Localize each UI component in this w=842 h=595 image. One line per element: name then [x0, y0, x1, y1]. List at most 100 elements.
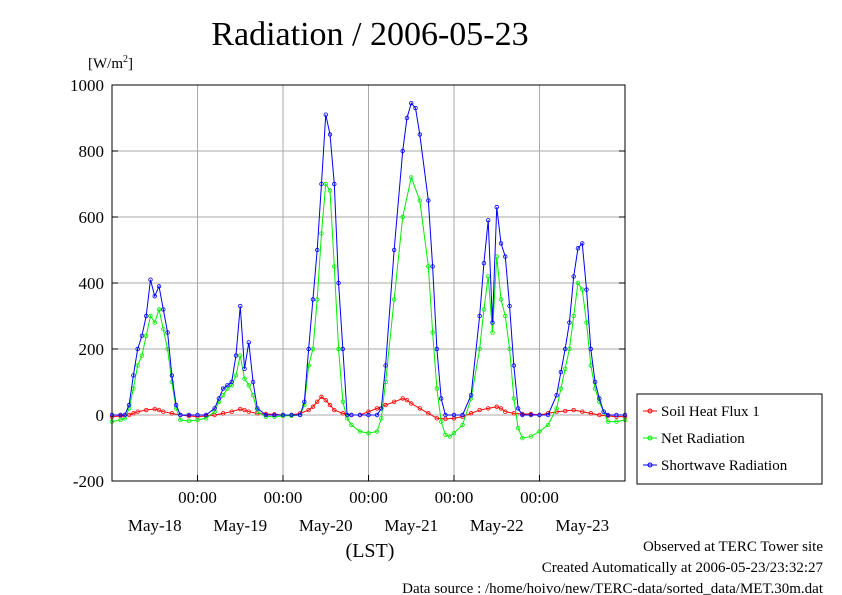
data-point: [528, 412, 534, 418]
data-point: [229, 379, 234, 385]
legend: Soil Heat Flux 1 Net Radiation Shortwave R…: [636, 393, 823, 485]
grid-lines: [112, 85, 625, 481]
data-point: [131, 411, 136, 416]
data-point: [148, 313, 153, 319]
data-point: [302, 399, 307, 404]
data-point: [511, 363, 517, 368]
x-date-label: May-18: [128, 516, 182, 535]
data-point: [597, 396, 602, 401]
data-point: [242, 376, 247, 381]
data-point: [409, 175, 414, 180]
data-point: [374, 406, 380, 411]
data-point: [460, 412, 465, 418]
data-point: [597, 412, 602, 418]
data-point: [379, 406, 384, 411]
data-point: [165, 330, 170, 335]
data-point: [143, 407, 149, 413]
data-point: [319, 231, 324, 236]
data-point: [169, 373, 175, 378]
data-point: [520, 435, 525, 441]
y-tick-label: 800: [79, 142, 105, 161]
data-point: [310, 346, 316, 352]
data-point: [451, 430, 457, 436]
data-point: [409, 401, 414, 406]
data-point: [511, 396, 517, 401]
data-point: [255, 406, 260, 411]
data-point: [562, 346, 568, 352]
y-tick-label: 200: [79, 340, 105, 359]
data-point: [135, 363, 140, 368]
data-point: [571, 407, 576, 413]
y-tick-label: 600: [79, 208, 105, 227]
data-point: [366, 430, 371, 436]
data-point: [498, 406, 504, 411]
data-point: [507, 346, 512, 352]
data-point: [468, 411, 474, 416]
data-point: [323, 112, 328, 117]
data-point: [580, 241, 585, 246]
data-point: [229, 409, 234, 414]
data-point: [315, 247, 320, 253]
data-point: [409, 100, 414, 106]
data-point: [173, 402, 179, 408]
data-point: [242, 407, 247, 413]
y-axis-unit-label: [W/m2]: [88, 54, 133, 72]
data-point: [498, 297, 504, 302]
data-point: [238, 353, 243, 358]
data-point: [374, 429, 380, 434]
data-point: [443, 412, 448, 418]
data-point: [250, 379, 256, 385]
data-point: [246, 409, 251, 414]
data-point: [481, 261, 487, 266]
data-point: [238, 406, 243, 412]
data-point: [430, 264, 435, 269]
data-point: [391, 297, 397, 302]
data-point: [310, 404, 316, 409]
legend-label: Soil Heat Flux 1: [661, 404, 760, 420]
data-point: [426, 264, 431, 269]
data-point: [349, 412, 354, 418]
data-point: [336, 346, 341, 352]
data-point: [327, 132, 333, 137]
data-point: [242, 366, 247, 371]
x-axis-label: (LST): [346, 540, 395, 562]
data-point: [220, 393, 226, 398]
x-tick-time-label: 00:00: [435, 488, 474, 507]
data-point: [143, 333, 149, 338]
data-point: [430, 330, 435, 335]
data-point: [558, 369, 564, 375]
data-point: [426, 411, 431, 416]
data-point: [575, 246, 581, 251]
data-point: [135, 409, 140, 414]
data-point: [417, 406, 422, 411]
y-tick-label: -200: [73, 472, 104, 491]
data-point: [503, 409, 508, 414]
data-point: [490, 320, 495, 325]
x-date-label: May-22: [470, 516, 524, 535]
y-tick-label: 1000: [70, 76, 104, 95]
data-point: [545, 412, 551, 418]
legend-label: Net Radiation: [661, 431, 745, 447]
data-point: [203, 412, 209, 418]
legend-marker: [647, 408, 653, 414]
data-point: [306, 407, 311, 413]
data-point: [195, 412, 200, 418]
data-point: [220, 411, 226, 416]
data-point: [451, 412, 457, 418]
data-point: [605, 412, 611, 418]
data-point: [332, 181, 337, 187]
plot-frame: [111, 84, 626, 482]
data-point: [545, 422, 551, 428]
data-point: [357, 412, 363, 418]
data-point: [161, 409, 166, 414]
data-point: [588, 411, 593, 416]
data-point: [417, 132, 422, 137]
legend-label: Shortwave Radiation: [661, 458, 788, 474]
data-point: [139, 353, 145, 358]
data-point: [186, 412, 192, 418]
data-point: [152, 320, 157, 325]
data-point: [186, 418, 192, 424]
data-point: [438, 419, 444, 424]
data-point: [383, 402, 388, 408]
